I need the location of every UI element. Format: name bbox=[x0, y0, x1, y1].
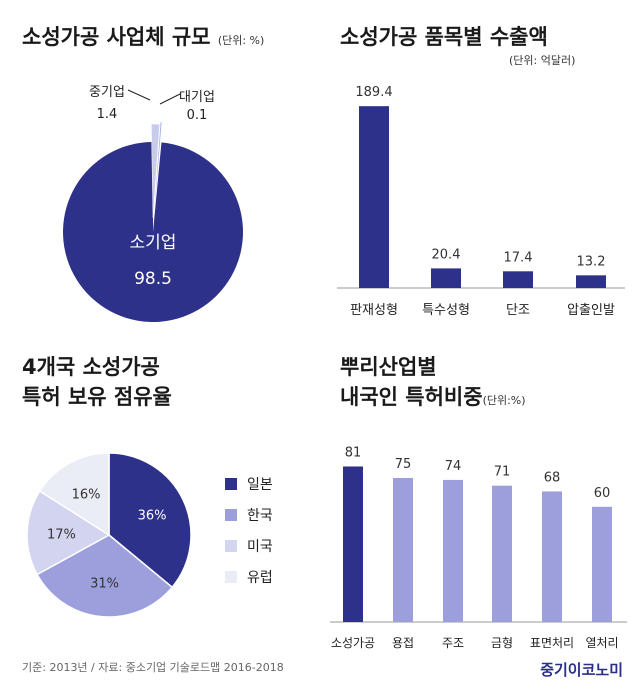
bar2-title-line2: 내국인 특허비중(단위:%) bbox=[340, 385, 526, 409]
bar1-bar bbox=[576, 275, 606, 288]
pie1-title: 소성가공 사업체 규모 (단위: %) bbox=[22, 25, 265, 49]
bar2-title: 뿌리산업별 내국인 특허비중(단위:%) bbox=[340, 352, 526, 416]
pie1-value-large-biz: 0.1 bbox=[187, 108, 208, 123]
pie2-slice bbox=[38, 452, 110, 537]
pie2-legend-label: 유럽 bbox=[247, 570, 273, 586]
bar2-category-label: 주조 bbox=[442, 636, 464, 650]
pie2-title-line1: 4개국 소성가공 bbox=[22, 355, 160, 379]
pie1-value-medium-biz: 1.4 bbox=[97, 107, 118, 122]
pie1-label-medium-biz: 중기업 bbox=[89, 85, 125, 100]
pie2-title: 4개국 소성가공 특허 보유 점유율 bbox=[22, 352, 172, 412]
brand-logo: 중기이코노미 bbox=[540, 661, 623, 679]
pie2-value-label: 16% bbox=[72, 487, 101, 502]
pie2-value-label: 17% bbox=[47, 528, 76, 543]
bar2-bar bbox=[443, 479, 463, 622]
pie2-legend-swatch bbox=[225, 509, 237, 521]
bar2-bar bbox=[592, 506, 612, 622]
bar1-category-label: 판재성형 bbox=[350, 303, 398, 318]
bar1-value-label: 20.4 bbox=[432, 247, 461, 262]
footer-source: 기준: 2013년 / 자료: 중소기업 기술로드맵 2016-2018 bbox=[22, 661, 284, 674]
bar2-value-label: 81 bbox=[345, 445, 362, 460]
pie2-legend-swatch bbox=[225, 478, 237, 490]
bar2-bar bbox=[492, 485, 512, 622]
bar2-value-label: 60 bbox=[594, 486, 611, 501]
pie2-slice bbox=[36, 534, 174, 618]
bar2-value-label: 75 bbox=[395, 457, 412, 472]
pie2-slice bbox=[26, 490, 111, 576]
pie2-slice bbox=[108, 452, 192, 589]
pie1-leader-medium-biz bbox=[127, 89, 151, 101]
bar1-title: 소성가공 품목별 수출액 bbox=[340, 25, 548, 49]
pie1-unit: (단위: %) bbox=[217, 34, 265, 47]
pie2-legend-swatch bbox=[225, 571, 237, 583]
bar1-category-label: 단조 bbox=[506, 303, 530, 318]
bar2-category-label: 열처리 bbox=[585, 636, 618, 650]
bar2-bar bbox=[542, 491, 562, 622]
bar2-title-line1: 뿌리산업별 bbox=[340, 355, 437, 379]
bar2-category-label: 소성가공 bbox=[331, 636, 375, 650]
bar1-bar bbox=[503, 271, 533, 288]
pie1-label-small-biz: 소기업 bbox=[130, 233, 177, 253]
pie1-slice-medium-biz bbox=[151, 123, 160, 219]
pie1-slice-small-biz bbox=[62, 142, 244, 323]
bar1-bar bbox=[431, 268, 461, 288]
pie1-label-large-biz: 대기업 bbox=[179, 90, 215, 105]
bar2-category-label: 표면처리 bbox=[530, 636, 574, 650]
pie2-value-label: 36% bbox=[138, 509, 167, 524]
bar1-unit: (단위: 억달러) bbox=[509, 54, 576, 67]
bar2-value-label: 68 bbox=[544, 470, 561, 485]
bar1-category-label: 압출인발 bbox=[567, 303, 615, 318]
bar1-bar bbox=[359, 106, 389, 289]
bar1-value-label: 13.2 bbox=[577, 254, 606, 269]
bar1-value-label: 17.4 bbox=[504, 250, 533, 265]
pie1-slice-large-biz bbox=[154, 122, 162, 216]
pie2-legend-swatch bbox=[225, 540, 237, 552]
pie1-value-small-biz: 98.5 bbox=[134, 269, 172, 289]
bar2-category-label: 금형 bbox=[491, 636, 513, 650]
bar2-value-label: 71 bbox=[494, 465, 511, 480]
bar2-value-label: 74 bbox=[445, 459, 462, 474]
pie1-leader-large-biz bbox=[159, 93, 181, 105]
bar2-unit: (단위:%) bbox=[482, 394, 526, 407]
bar1-value-label: 189.4 bbox=[355, 85, 392, 100]
bar2-category-label: 용접 bbox=[392, 636, 414, 650]
pie2-legend-label: 일본 bbox=[247, 477, 273, 493]
bar2-bar bbox=[393, 478, 413, 622]
pie2-legend-label: 한국 bbox=[247, 508, 273, 524]
pie2-value-label: 31% bbox=[90, 576, 119, 591]
pie2-title-line2: 특허 보유 점유율 bbox=[22, 385, 172, 409]
bar1-category-label: 특수성형 bbox=[422, 303, 470, 318]
pie2-legend-label: 미국 bbox=[247, 539, 273, 555]
bar2-bar bbox=[343, 466, 363, 622]
